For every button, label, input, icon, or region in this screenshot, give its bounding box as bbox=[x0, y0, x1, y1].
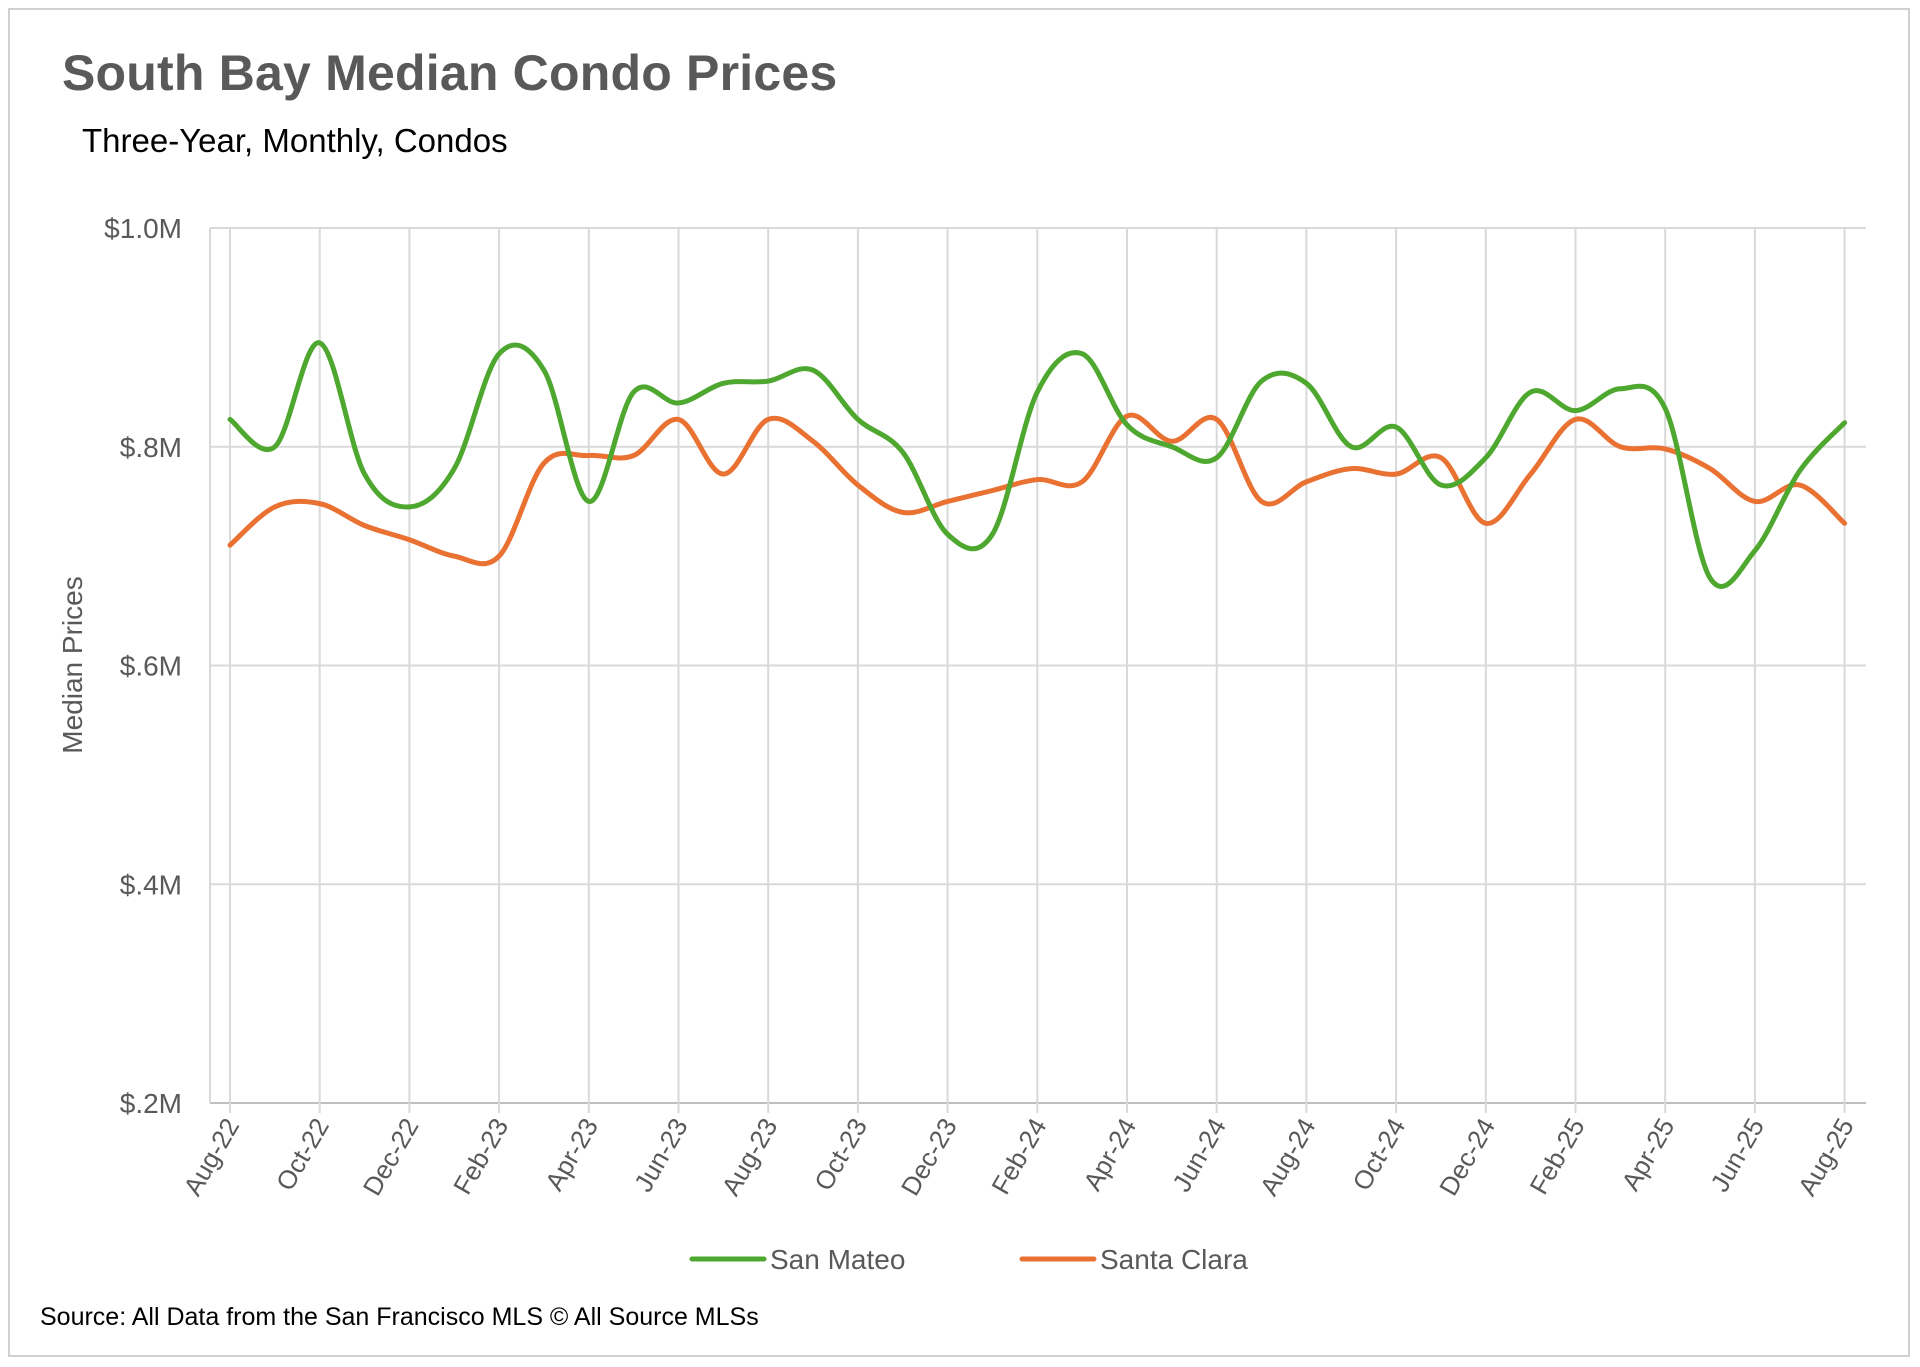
series-line-san-mateo bbox=[227, 340, 1848, 589]
legend-label-san-mateo: San Mateo bbox=[770, 1244, 905, 1275]
grid-lines bbox=[209, 227, 1866, 1113]
x-tick-label: Dec-22 bbox=[357, 1113, 425, 1201]
y-axis-title: Median Prices bbox=[57, 576, 88, 753]
legend: San Mateo Santa Clara bbox=[689, 1244, 1248, 1275]
x-tick-label: Aug-25 bbox=[1792, 1113, 1860, 1201]
source-note: Source: All Data from the San Francisco … bbox=[40, 1303, 759, 1331]
x-tick-label: Aug-22 bbox=[177, 1113, 245, 1201]
x-tick-label: Dec-24 bbox=[1433, 1113, 1501, 1201]
x-tick-label: Feb-24 bbox=[985, 1113, 1052, 1199]
x-tick-label: Apr-25 bbox=[1615, 1113, 1680, 1196]
x-tick-label: Oct-22 bbox=[270, 1113, 335, 1196]
y-tick-label: $.8M bbox=[120, 432, 182, 463]
x-tick-label: Jun-25 bbox=[1704, 1113, 1770, 1197]
chart-subtitle: Three-Year, Monthly, Condos bbox=[82, 122, 508, 159]
x-tick-label: Jun-23 bbox=[628, 1113, 694, 1197]
x-tick-label: Oct-23 bbox=[808, 1113, 873, 1196]
legend-label-santa-clara: Santa Clara bbox=[1100, 1244, 1248, 1275]
x-tick-label: Jun-24 bbox=[1166, 1113, 1232, 1197]
x-tick-label: Aug-23 bbox=[715, 1113, 783, 1201]
y-tick-label: $1.0M bbox=[104, 213, 182, 244]
x-tick-label: Oct-24 bbox=[1346, 1113, 1411, 1196]
y-tick-label: $.6M bbox=[120, 651, 182, 682]
x-tick-label: Feb-23 bbox=[447, 1113, 514, 1199]
series-line-santa-clara bbox=[227, 412, 1848, 567]
x-tick-label: Feb-25 bbox=[1524, 1113, 1591, 1199]
chart-title: South Bay Median Condo Prices bbox=[62, 45, 838, 101]
x-tick-label: Dec-23 bbox=[895, 1113, 963, 1201]
chart-frame bbox=[8, 8, 1910, 1357]
x-tick-label: Aug-24 bbox=[1254, 1113, 1322, 1201]
x-tick-label: Apr-23 bbox=[539, 1113, 604, 1196]
series-lines bbox=[227, 340, 1848, 589]
y-tick-label: $.4M bbox=[120, 869, 182, 900]
y-tick-label: $.2M bbox=[120, 1088, 182, 1119]
x-tick-label: Apr-24 bbox=[1077, 1113, 1142, 1196]
